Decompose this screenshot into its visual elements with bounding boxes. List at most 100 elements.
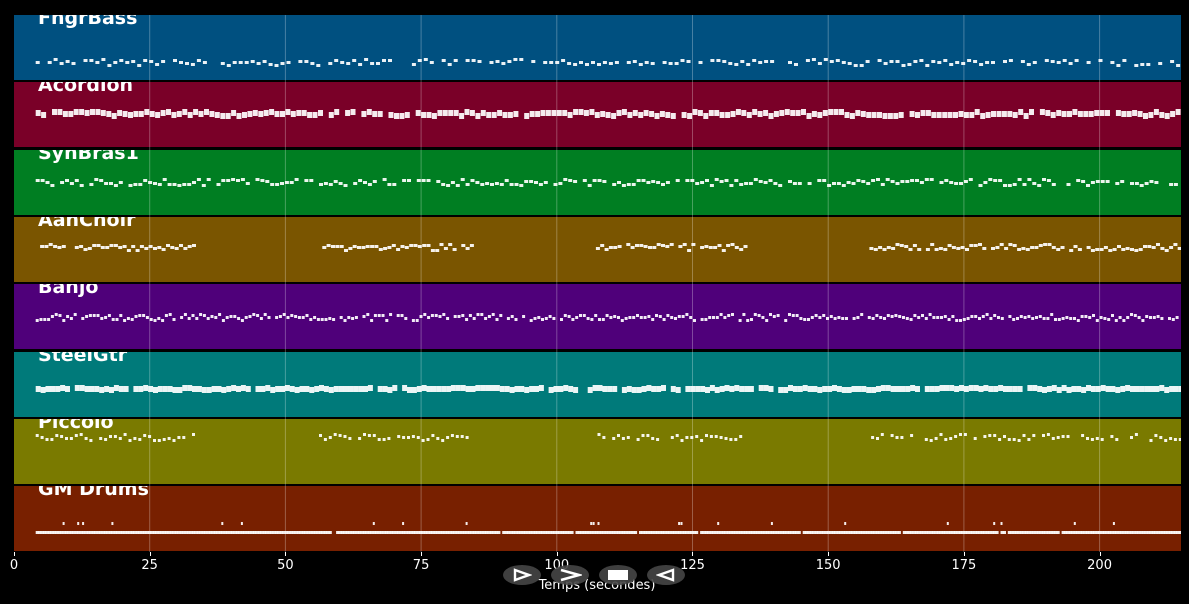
note-mark (851, 181, 856, 185)
note-mark (880, 432, 884, 436)
track-lane[interactable]: AahChoir (14, 216, 1181, 282)
note-mark (1093, 531, 1097, 535)
note-mark (319, 384, 324, 391)
note-mark (907, 63, 912, 66)
note-mark (780, 531, 784, 535)
note-mark (516, 531, 520, 535)
note-mark (1056, 531, 1060, 535)
note-mark (1170, 60, 1175, 63)
note-mark (960, 245, 965, 249)
note-mark (95, 61, 100, 64)
stop-button[interactable] (599, 565, 637, 585)
note-mark (381, 314, 385, 318)
note-mark (453, 315, 457, 319)
note-mark (226, 178, 231, 182)
track-lane[interactable]: SteelGtr (14, 351, 1181, 417)
note-mark (942, 112, 948, 119)
note-mark (594, 314, 598, 318)
note-mark (366, 313, 370, 317)
note-mark (690, 178, 695, 182)
note-mark (1051, 384, 1057, 391)
note-mark (1003, 434, 1006, 438)
note-mark (142, 314, 146, 318)
note-mark (841, 317, 845, 321)
note-mark (460, 434, 464, 438)
note-mark (214, 316, 218, 320)
note-mark (806, 113, 812, 120)
note-mark (225, 113, 231, 120)
fast-forward-button[interactable] (551, 565, 589, 585)
note-mark (643, 316, 647, 320)
note-mark (739, 385, 745, 392)
note-mark (316, 531, 320, 535)
note-mark (338, 181, 343, 185)
note-mark (818, 316, 822, 320)
note-mark (758, 384, 764, 391)
note-mark (656, 437, 660, 441)
note-mark (1061, 531, 1065, 535)
note-mark (876, 436, 879, 440)
note-mark (353, 385, 359, 392)
note-mark (866, 531, 870, 535)
note-mark (817, 531, 821, 535)
note-mark (1132, 531, 1136, 535)
note-mark (1144, 181, 1149, 185)
note-mark (1151, 245, 1156, 249)
note-mark (1027, 177, 1032, 181)
note-mark (361, 111, 367, 118)
note-mark (823, 58, 828, 61)
note-mark (627, 112, 633, 119)
note-mark (514, 182, 519, 186)
track-name: Banjo (38, 284, 99, 299)
note-mark (768, 178, 773, 182)
note-mark (993, 522, 996, 526)
note-mark (695, 181, 700, 185)
note-mark (641, 178, 646, 182)
note-mark (681, 315, 685, 319)
note-mark (122, 244, 127, 248)
note-mark (695, 434, 699, 438)
note-mark (675, 531, 679, 535)
play-button[interactable] (503, 565, 541, 585)
note-mark (978, 531, 982, 535)
note-mark (340, 61, 345, 64)
note-mark (832, 531, 835, 535)
rewind-button[interactable] (647, 565, 685, 585)
note-mark (487, 531, 491, 535)
note-mark (1039, 531, 1043, 535)
track-lane[interactable]: FngrBass (14, 15, 1181, 80)
track-lane[interactable]: GM Drums (14, 486, 1181, 552)
note-mark (394, 531, 398, 535)
note-mark (1017, 177, 1022, 181)
note-mark (510, 315, 514, 319)
note-mark (309, 318, 313, 322)
track-lane[interactable]: Banjo (14, 284, 1181, 350)
note-mark (1130, 435, 1133, 439)
note-mark (844, 112, 850, 119)
note-mark (192, 180, 196, 184)
note-mark (563, 177, 568, 181)
note-mark (144, 246, 149, 250)
note-mark (55, 433, 59, 437)
track-lane[interactable]: SynBras1 (14, 149, 1181, 215)
note-mark (387, 531, 391, 535)
note-mark (244, 61, 249, 64)
x-tick-mark (421, 552, 423, 556)
x-tick-mark (692, 552, 694, 556)
note-mark (807, 181, 812, 185)
note-mark (82, 531, 86, 535)
note-mark (1154, 433, 1158, 437)
note-mark (643, 110, 649, 117)
note-mark (739, 247, 744, 251)
note-mark (167, 436, 171, 440)
track-lane[interactable]: Acordion (14, 82, 1181, 148)
note-mark (1159, 531, 1163, 535)
track-lane[interactable]: Piccolo (14, 418, 1181, 484)
note-mark (475, 384, 481, 391)
note-mark (1021, 246, 1026, 250)
note-mark (983, 180, 988, 184)
note-mark (729, 385, 735, 392)
note-mark (417, 244, 422, 248)
note-mark (370, 319, 374, 323)
note-mark (507, 112, 513, 119)
